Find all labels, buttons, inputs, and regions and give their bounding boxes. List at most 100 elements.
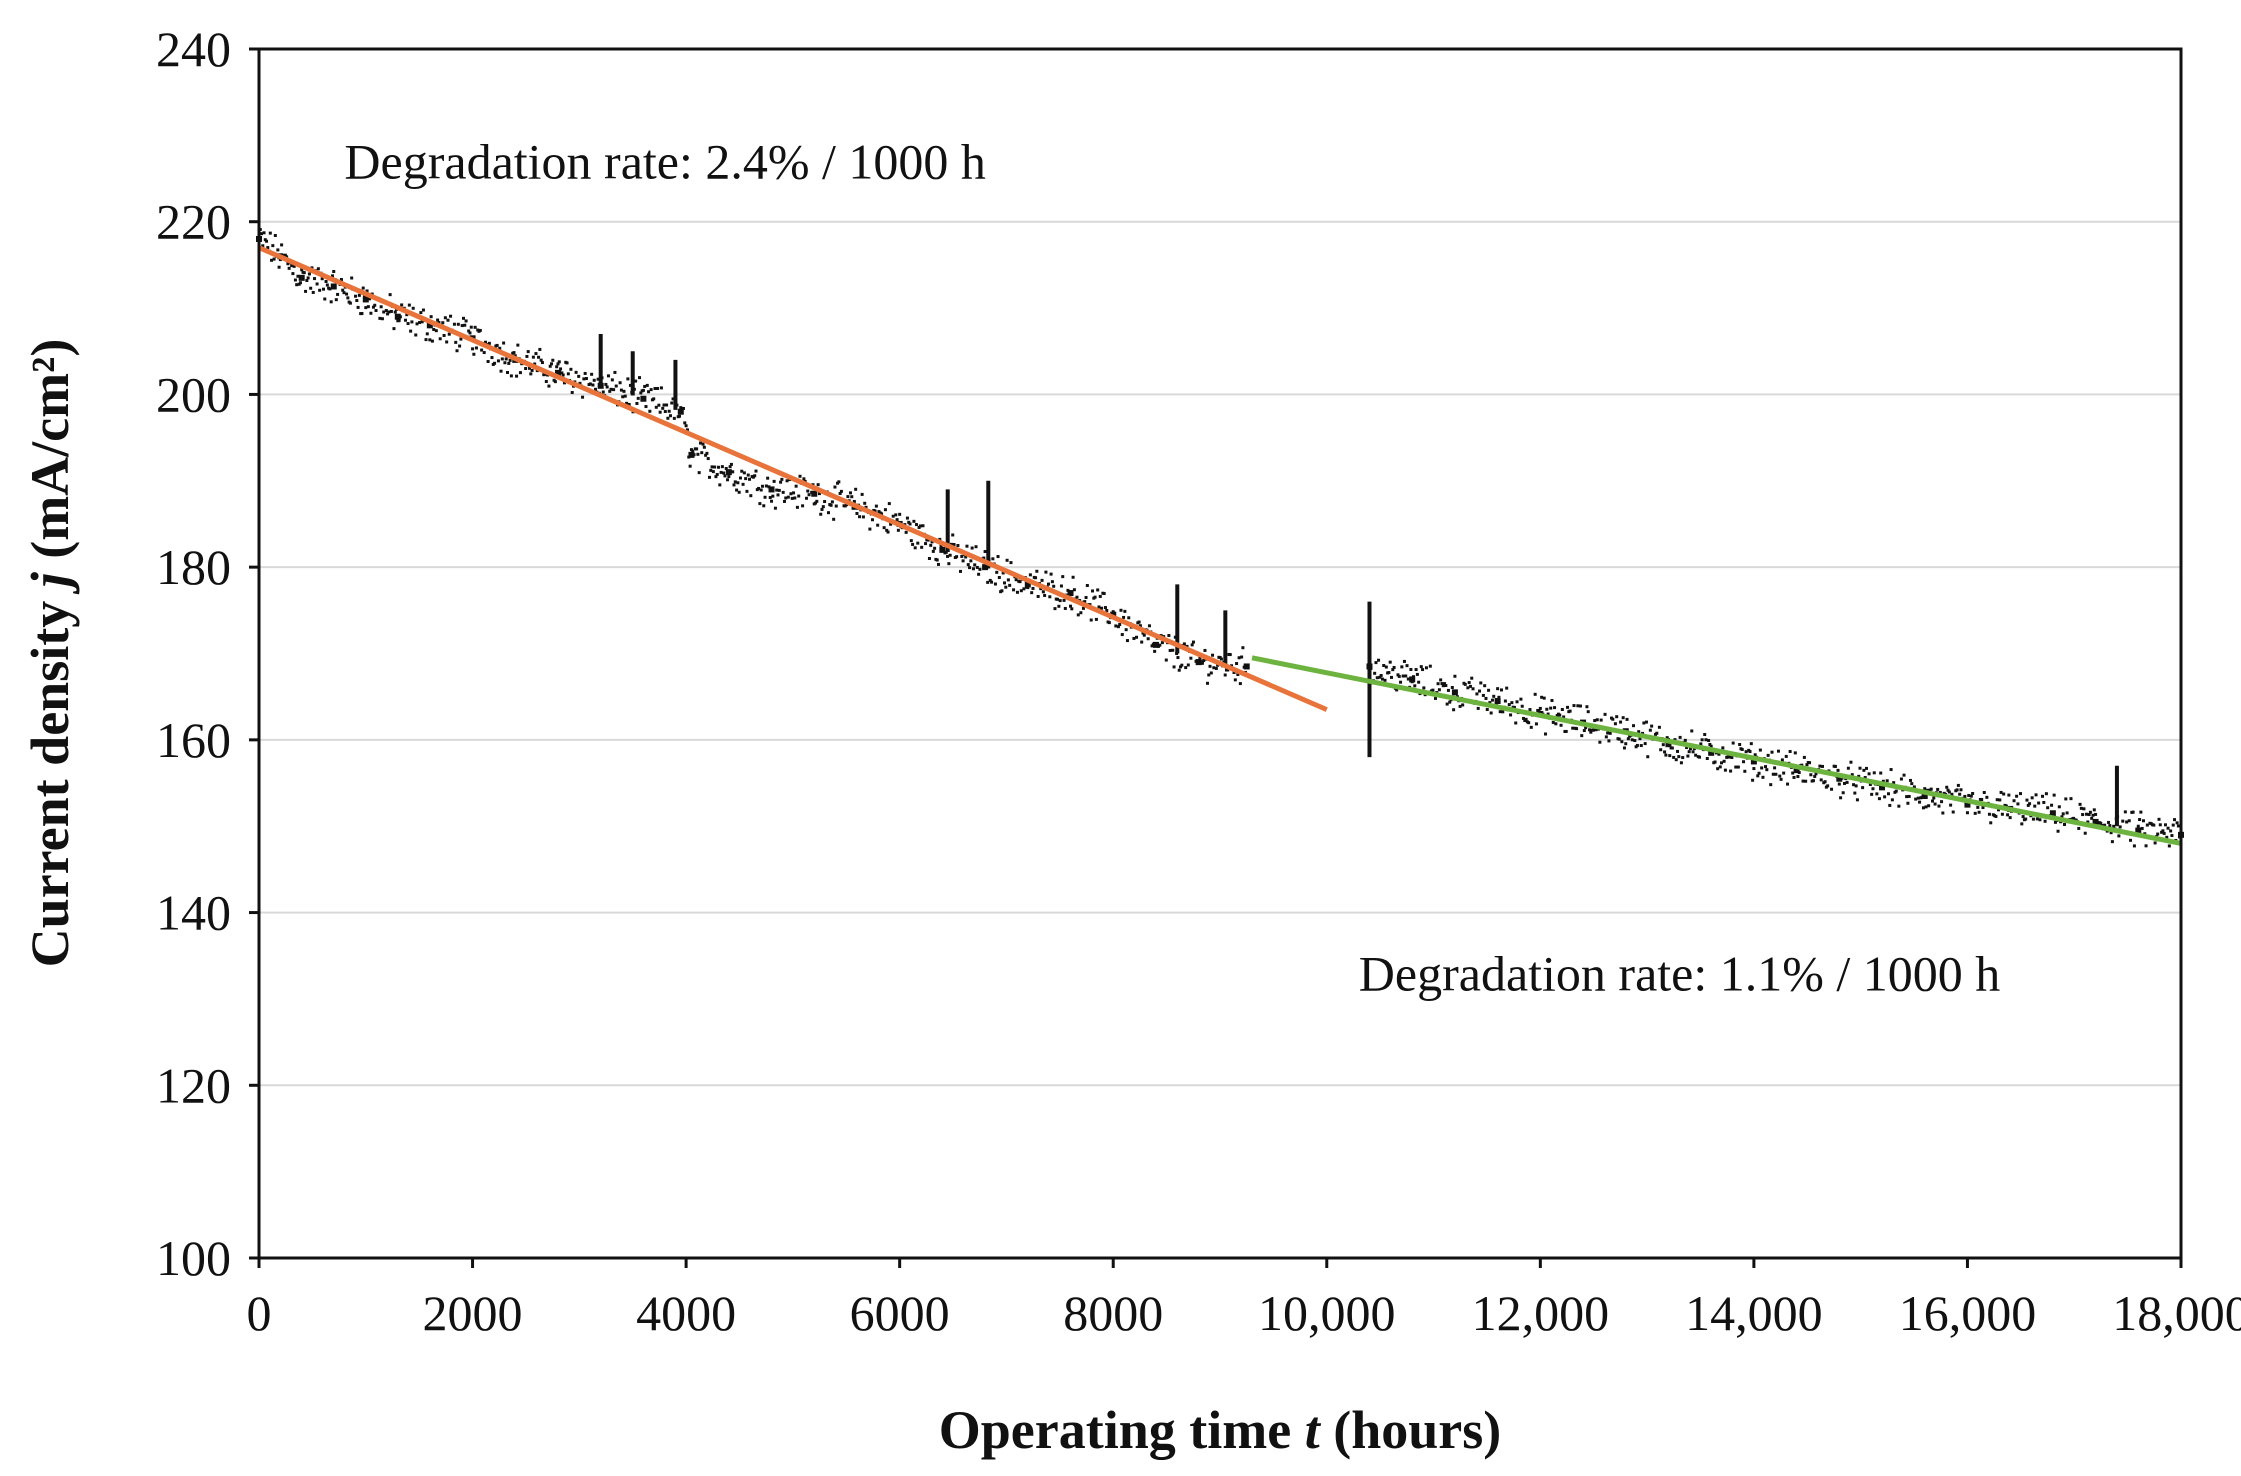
data-point <box>687 455 691 459</box>
data-point <box>1421 668 1425 672</box>
data-point <box>334 298 338 302</box>
data-point <box>1672 755 1676 759</box>
data-point <box>845 503 849 507</box>
data-point <box>1190 643 1194 647</box>
data-point <box>1863 776 1867 780</box>
data-point <box>1698 755 1702 759</box>
data-point <box>852 499 856 503</box>
data-point <box>907 520 911 524</box>
data-point <box>1083 600 1087 604</box>
data-point <box>643 384 647 388</box>
data-point <box>1638 737 1642 741</box>
data-point <box>1809 773 1813 777</box>
data-point <box>647 390 651 394</box>
data-point <box>557 360 561 364</box>
data-point <box>414 333 418 337</box>
data-point <box>373 303 377 307</box>
data-point <box>1375 676 1379 680</box>
data-point <box>2004 804 2008 808</box>
data-point <box>1868 782 1872 786</box>
data-point <box>855 511 859 515</box>
data-point <box>704 453 708 457</box>
data-point <box>691 449 695 453</box>
data-point <box>1584 726 1588 730</box>
data-point <box>706 457 710 461</box>
data-point <box>1914 797 1918 801</box>
data-point <box>321 287 325 291</box>
data-point <box>1650 724 1654 728</box>
data-point <box>591 383 595 387</box>
data-point <box>1091 589 1095 593</box>
data-point <box>357 293 361 297</box>
data-point <box>885 528 889 532</box>
data-point <box>1784 754 1788 758</box>
data-point <box>293 278 297 282</box>
data-point <box>2175 821 2179 825</box>
data-point <box>1921 806 1925 810</box>
data-point <box>336 292 340 296</box>
data-point <box>807 493 811 497</box>
data-point <box>797 494 801 498</box>
data-point <box>1642 721 1646 725</box>
data-point <box>1765 768 1769 772</box>
data-point <box>1886 792 1890 796</box>
data-point <box>2161 829 2165 833</box>
data-point <box>728 465 732 469</box>
data-point <box>458 344 462 348</box>
data-point <box>665 403 669 407</box>
data-point <box>2170 834 2174 838</box>
data-point <box>2094 812 2098 816</box>
data-point <box>1414 668 1418 672</box>
data-point <box>1973 811 1977 815</box>
data-point <box>938 537 942 541</box>
data-point <box>1740 747 1744 751</box>
data-point <box>1854 784 1858 788</box>
data-point <box>1769 783 1773 787</box>
data-point <box>561 373 565 377</box>
data-point <box>663 410 667 414</box>
data-point <box>1571 726 1575 730</box>
data-point <box>1947 790 1951 794</box>
data-point <box>1703 733 1707 737</box>
data-point <box>544 379 548 383</box>
data-point <box>652 397 656 401</box>
data-point <box>1383 678 1387 682</box>
data-point <box>1120 633 1124 637</box>
data-point <box>290 264 294 268</box>
data-point <box>1034 576 1038 580</box>
data-point <box>305 278 309 282</box>
data-point <box>993 582 997 586</box>
data-point <box>1985 795 1989 799</box>
data-point <box>2086 820 2090 824</box>
data-point <box>2118 825 2122 829</box>
data-point <box>348 301 352 305</box>
data-point <box>1441 684 1445 688</box>
data-point <box>868 527 872 531</box>
data-point <box>612 388 616 392</box>
data-point <box>908 522 912 526</box>
data-point <box>792 491 796 495</box>
data-point <box>427 324 431 328</box>
data-point <box>486 360 490 364</box>
data-point <box>456 322 460 326</box>
x-tick-label: 0 <box>247 1285 272 1341</box>
data-point <box>1487 688 1491 692</box>
data-point <box>1594 728 1598 732</box>
data-point <box>1058 599 1062 603</box>
data-point <box>956 544 960 548</box>
data-point <box>1142 633 1146 637</box>
data-point <box>1505 686 1509 690</box>
data-point <box>695 447 699 451</box>
data-point <box>1035 569 1039 573</box>
data-point <box>2030 796 2034 800</box>
data-point <box>2064 797 2068 801</box>
data-point <box>1630 738 1634 742</box>
data-point <box>2121 819 2125 823</box>
data-point <box>368 297 372 301</box>
data-point <box>1387 671 1391 675</box>
data-point <box>1694 753 1698 757</box>
data-point <box>636 396 640 400</box>
data-point <box>577 374 581 378</box>
data-point <box>540 361 544 365</box>
data-point <box>1373 671 1377 675</box>
